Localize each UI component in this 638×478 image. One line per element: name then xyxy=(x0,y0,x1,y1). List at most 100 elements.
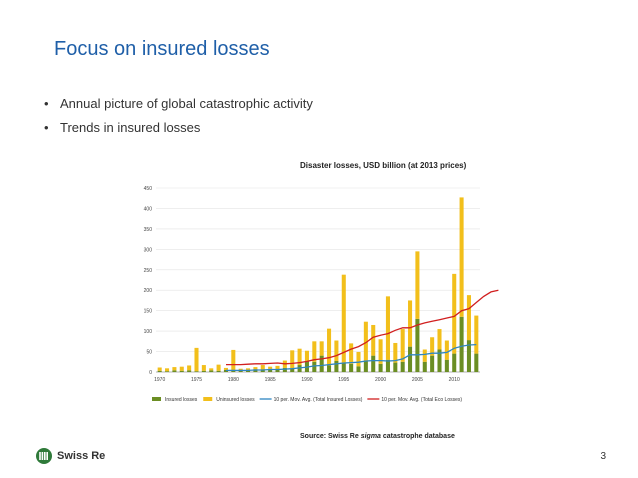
bar-insured xyxy=(260,369,265,372)
bar-uninsured xyxy=(408,300,413,347)
bar-uninsured xyxy=(393,342,398,363)
swiss-re-logo: Swiss Re xyxy=(36,448,105,464)
bar-insured xyxy=(187,370,192,372)
legend-label: 10 per. Mov. Avg. (Total Insured Losses) xyxy=(274,397,363,403)
logo-text: Swiss Re xyxy=(57,450,106,462)
bar-insured xyxy=(437,349,442,372)
page-number: 3 xyxy=(600,451,606,462)
legend-label: Insured losses xyxy=(165,397,198,403)
x-tick-label: 1980 xyxy=(228,377,239,383)
y-tick-label: 250 xyxy=(144,268,153,274)
slide-title: Focus on insured losses xyxy=(54,38,270,60)
legend-label: 10 per. Mov. Avg. (Total Eco Losses) xyxy=(381,397,462,403)
bar-insured xyxy=(275,369,280,372)
bar-insured xyxy=(415,318,420,372)
bar-uninsured xyxy=(165,368,170,372)
bar-uninsured xyxy=(363,321,368,361)
bar-uninsured xyxy=(157,367,162,371)
y-tick-label: 100 xyxy=(144,329,153,335)
bar-uninsured xyxy=(275,365,280,370)
bar-insured xyxy=(327,365,332,372)
bar-uninsured xyxy=(187,365,192,371)
bar-uninsured xyxy=(268,366,273,369)
bar-insured xyxy=(172,370,177,372)
bar-uninsured xyxy=(194,347,199,372)
y-tick-label: 350 xyxy=(144,227,153,233)
bar-uninsured xyxy=(422,349,427,362)
bar-uninsured xyxy=(459,197,464,317)
disaster-losses-chart: 0 50 100 150 200 250 300 350 400 450 1970 1975 1980 1… xyxy=(144,186,499,403)
bar-uninsured xyxy=(201,365,206,371)
bar-uninsured xyxy=(415,251,420,319)
bar-insured xyxy=(246,370,251,372)
bar-insured xyxy=(290,368,295,372)
bar-uninsured xyxy=(378,339,383,364)
bar-insured xyxy=(408,346,413,372)
bar-uninsured xyxy=(356,351,361,367)
bar-insured xyxy=(452,353,457,372)
bar-insured xyxy=(157,370,162,372)
y-tick-label: 150 xyxy=(144,309,153,315)
bar-insured xyxy=(385,359,390,372)
y-tick-label: 50 xyxy=(146,350,152,356)
bar-insured xyxy=(231,370,236,372)
bar-uninsured xyxy=(371,324,376,356)
swiss-re-logo-icon xyxy=(36,448,52,464)
x-tick-label: 1970 xyxy=(154,377,165,383)
source-note: Source: Swiss Re sigma catastrophe datab… xyxy=(300,433,455,440)
bar-uninsured xyxy=(452,273,457,354)
bar-insured xyxy=(238,370,243,372)
bar-uninsured xyxy=(253,367,258,370)
bar-insured xyxy=(341,362,346,372)
bar-insured xyxy=(430,355,435,372)
bar-uninsured xyxy=(385,296,390,360)
bar-uninsured xyxy=(231,349,236,371)
bar-uninsured xyxy=(400,329,405,362)
bar-uninsured xyxy=(216,364,221,371)
bar-uninsured xyxy=(172,367,177,371)
x-tick-label: 2010 xyxy=(449,377,460,383)
bar-insured xyxy=(459,316,464,372)
bar-insured xyxy=(393,362,398,372)
source-prefix: Source: Swiss Re xyxy=(300,433,361,440)
x-tick-label: 1990 xyxy=(301,377,312,383)
bar-insured xyxy=(349,363,354,372)
legend-label: Uninsured losses xyxy=(216,397,255,403)
bullet-item: Annual picture of global catastrophic ac… xyxy=(44,92,313,116)
x-tick-label: 1975 xyxy=(191,377,202,383)
bar-insured xyxy=(216,370,221,372)
chart-title: Disaster losses, USD billion (at 2013 pr… xyxy=(300,161,467,170)
bar-uninsured xyxy=(437,329,442,350)
source-suffix: catastrophe database xyxy=(380,433,455,440)
bar-uninsured xyxy=(312,341,317,362)
bar-uninsured xyxy=(260,365,265,370)
y-tick-label: 450 xyxy=(144,186,153,192)
x-tick-label: 1985 xyxy=(265,377,276,383)
bar-insured xyxy=(466,340,471,372)
bar-insured xyxy=(312,361,317,372)
x-tick-label: 1995 xyxy=(338,377,349,383)
y-tick-label: 0 xyxy=(149,370,152,376)
bar-insured xyxy=(363,360,368,372)
bullet-list: Annual picture of global catastrophic ac… xyxy=(44,92,313,140)
bar-insured xyxy=(223,369,228,372)
bar-uninsured xyxy=(290,350,295,369)
bar-uninsured xyxy=(319,341,324,356)
bar-uninsured xyxy=(349,343,354,364)
line-insured-avg xyxy=(226,343,477,372)
bar-insured xyxy=(474,353,479,372)
y-tick-label: 400 xyxy=(144,206,153,212)
bar-uninsured xyxy=(304,350,309,361)
bar-uninsured xyxy=(209,368,214,371)
bar-insured xyxy=(334,360,339,372)
bar-uninsured xyxy=(246,368,251,371)
bar-insured xyxy=(179,370,184,372)
bar-uninsured xyxy=(334,340,339,361)
legend-swatch xyxy=(203,397,213,401)
x-tick-label: 2005 xyxy=(412,377,423,383)
x-tick-label: 2000 xyxy=(375,377,386,383)
bar-insured xyxy=(444,359,449,372)
legend-swatch xyxy=(152,397,161,401)
bar-insured xyxy=(282,367,287,372)
bar-insured xyxy=(319,355,324,372)
